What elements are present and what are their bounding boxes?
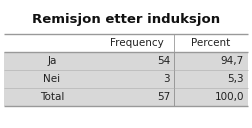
- Text: 3: 3: [163, 74, 170, 84]
- Bar: [4, 52, 248, 70]
- Text: Nei: Nei: [43, 74, 60, 84]
- Text: 94,7: 94,7: [221, 56, 244, 66]
- Text: Percent: Percent: [191, 38, 231, 48]
- Bar: [4, 88, 248, 106]
- Text: 57: 57: [157, 92, 170, 102]
- Text: Ja: Ja: [47, 56, 57, 66]
- Text: 100,0: 100,0: [214, 92, 244, 102]
- Text: Remisjon etter induksjon: Remisjon etter induksjon: [32, 13, 220, 26]
- Bar: [4, 70, 248, 88]
- Text: Frequency: Frequency: [110, 38, 164, 48]
- Text: 54: 54: [157, 56, 170, 66]
- Text: Total: Total: [40, 92, 64, 102]
- Text: 5,3: 5,3: [227, 74, 244, 84]
